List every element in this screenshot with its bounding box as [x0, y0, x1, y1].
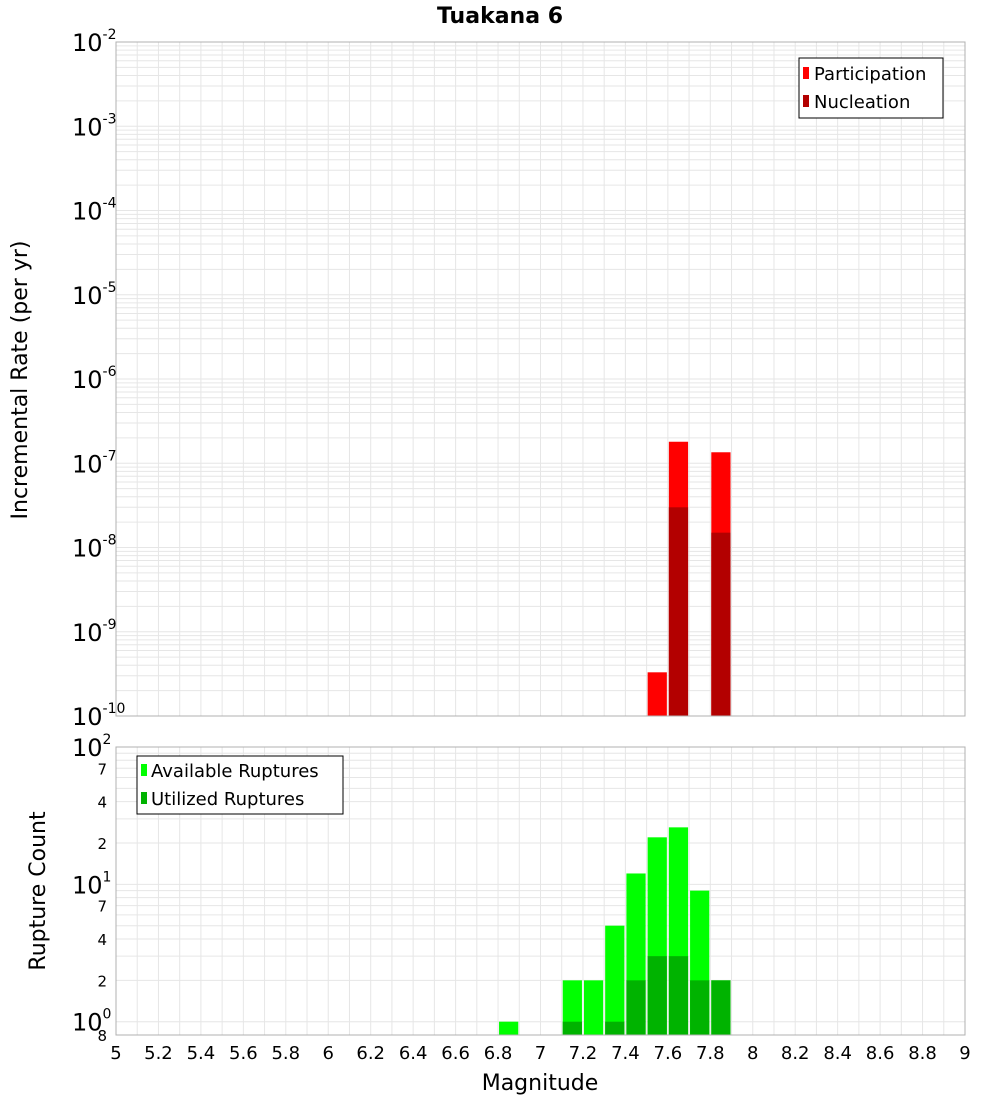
x-tick-label: 8	[747, 1043, 758, 1064]
count-y-minor-tick-label: 4	[97, 794, 107, 812]
x-tick-label: 8.6	[866, 1043, 895, 1064]
available-legend-label: Available Ruptures	[151, 761, 319, 782]
count-y-minor-tick-label: 4	[97, 931, 107, 949]
x-tick-label: 9	[959, 1043, 970, 1064]
available-ruptures-bar	[583, 980, 604, 1035]
available-legend-swatch	[141, 764, 147, 776]
nucleation-legend-label: Nucleation	[814, 92, 910, 113]
x-axis-label: Magnitude	[482, 1071, 599, 1096]
utilized-ruptures-bar	[711, 980, 731, 1035]
x-tick-label: 8.2	[781, 1043, 810, 1064]
rate-panel: 10-2 10-3 10-4 10-5 10-6 10-7 10-8 10-9 10-10 In…	[8, 27, 966, 731]
rate-y-ticks: 10-2 10-3 10-4 10-5 10-6 10-7 10-8 10-9 10-10	[72, 27, 125, 731]
rate-legend-box	[798, 57, 944, 119]
rate-bars	[647, 441, 731, 716]
x-tick-label: 6	[323, 1043, 334, 1064]
count-y-minor-tick-label: 8	[97, 1027, 107, 1045]
available-ruptures-bar	[605, 925, 625, 1035]
utilized-ruptures-bar	[605, 1021, 625, 1035]
x-tick-label: 6.4	[399, 1043, 428, 1064]
rate-y-tick-label: 10-4	[72, 196, 117, 226]
count-y-minor-tick-label: 2	[97, 835, 107, 853]
count-y-minor-tick-label: 7	[97, 898, 107, 916]
utilized-ruptures-bar	[562, 1021, 582, 1035]
count-y-minor-tick-label: 2	[97, 972, 107, 990]
utilized-legend-label: Utilized Ruptures	[151, 789, 304, 810]
rate-y-axis-label: Incremental Rate (per yr)	[8, 241, 33, 520]
participation-legend-swatch	[803, 67, 809, 79]
count-bars	[499, 827, 731, 1035]
count-y-ticks: 102 101 100 7 4 2 7 4 2 8	[72, 732, 111, 1045]
x-tick-label: 5.4	[187, 1043, 216, 1064]
nucleation-bar	[668, 507, 689, 716]
utilized-ruptures-bar	[647, 956, 667, 1035]
magnitude-x-ticks: 5 5.2 5.4 5.6 5.8 6 6.2 6.4 6.6 6.8 7 7.2 7.4 7.6 7.8 8…	[110, 1043, 970, 1064]
rate-y-tick-label: 10-7	[72, 448, 117, 478]
x-tick-label: 7	[535, 1043, 546, 1064]
x-tick-label: 5.8	[271, 1043, 300, 1064]
x-tick-label: 6.8	[484, 1043, 513, 1064]
count-y-tick-label: 100	[72, 1007, 111, 1037]
x-tick-label: 7.4	[611, 1043, 640, 1064]
x-tick-label: 5.2	[144, 1043, 173, 1064]
x-tick-label: 8.8	[908, 1043, 937, 1064]
count-gridlines	[115, 747, 966, 1035]
rupture-count-panel: 102 101 100 7 4 2 7 4 2 8 Rupture Count Available…	[26, 732, 966, 1045]
rate-legend: Participation Nucleation	[798, 57, 944, 119]
rate-y-tick-label: 10-8	[72, 533, 117, 563]
utilized-legend-swatch	[141, 792, 147, 804]
count-y-tick-label: 102	[72, 732, 111, 762]
nucleation-bar	[711, 532, 731, 716]
nucleation-legend-swatch	[803, 95, 809, 107]
count-legend: Available Ruptures Utilized Ruptures	[136, 755, 344, 815]
participation-bar	[647, 672, 667, 716]
x-tick-label: 7.6	[654, 1043, 683, 1064]
rate-y-tick-label: 10-6	[72, 364, 117, 394]
count-legend-box	[136, 755, 344, 815]
utilized-ruptures-bar	[626, 980, 646, 1035]
rate-plot-frame	[115, 41, 966, 717]
rate-y-tick-label: 10-9	[72, 617, 117, 647]
count-plot-frame	[115, 746, 966, 1036]
x-tick-label: 7.8	[696, 1043, 725, 1064]
rate-y-tick-label: 10-10	[72, 701, 125, 731]
available-ruptures-bar	[499, 1021, 519, 1035]
count-y-axis-label: Rupture Count	[26, 811, 51, 971]
rate-gridlines	[115, 42, 966, 717]
x-tick-label: 5.6	[229, 1043, 258, 1064]
rate-y-tick-label: 10-3	[72, 111, 117, 141]
x-tick-label: 6.6	[441, 1043, 470, 1064]
x-tick-label: 7.2	[569, 1043, 598, 1064]
x-tick-label: 5	[110, 1043, 121, 1064]
rate-y-tick-label: 10-2	[72, 27, 117, 57]
rate-y-tick-label: 10-5	[72, 280, 117, 310]
x-tick-label: 8.4	[823, 1043, 852, 1064]
x-tick-label: 6.2	[356, 1043, 385, 1064]
count-y-tick-label: 101	[72, 869, 111, 899]
participation-legend-label: Participation	[814, 64, 926, 85]
available-ruptures-bar	[562, 980, 582, 1035]
chart-title: Tuakana 6	[437, 4, 563, 29]
count-y-minor-tick-label: 7	[97, 760, 107, 778]
utilized-ruptures-bar	[668, 956, 689, 1035]
utilized-ruptures-bar	[690, 980, 710, 1035]
